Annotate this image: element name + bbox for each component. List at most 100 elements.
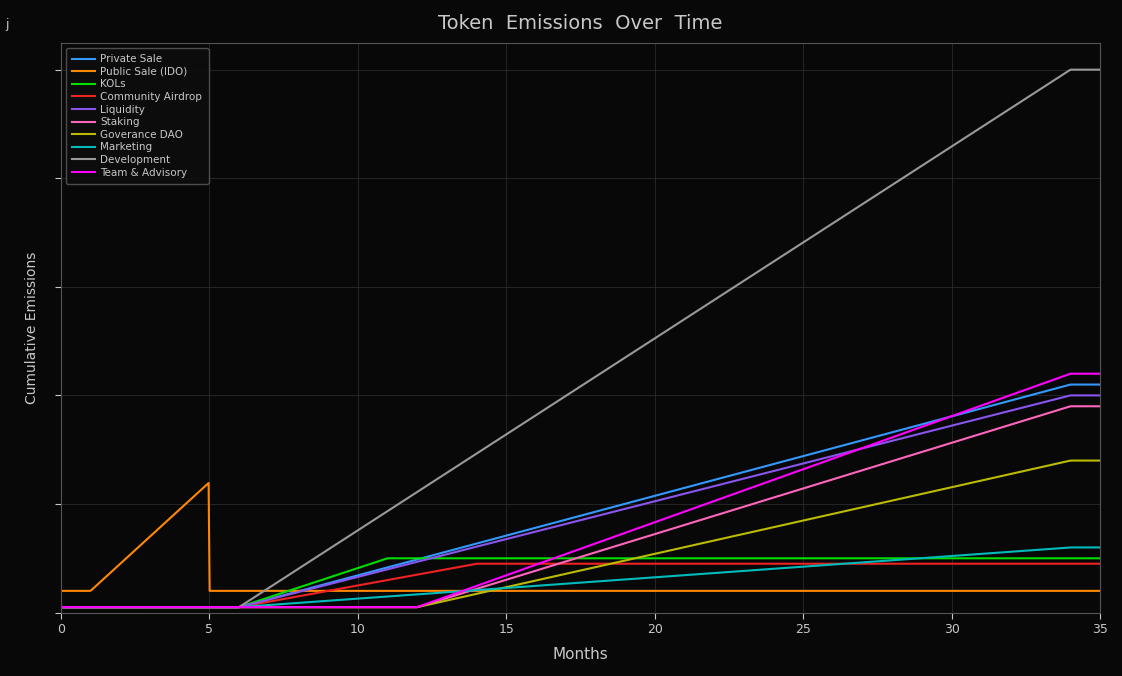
Public Sale (IDO) (865, 587, 879, 595)
Public Sale (IDO) (513, 587, 526, 595)
KOLs (54, 603, 67, 611)
Staking (883, 458, 896, 466)
Goverance DAO (54, 603, 67, 611)
Line: Public Sale (IDO): Public Sale (IDO) (61, 483, 1101, 591)
Public Sale (IDO) (160, 517, 174, 525)
Marketing (1094, 544, 1107, 552)
Line: Development: Development (61, 70, 1101, 607)
Staking (865, 464, 879, 472)
Community Airdrop (476, 560, 489, 568)
Development (512, 422, 525, 431)
Community Airdrop (160, 603, 174, 611)
Goverance DAO (1065, 456, 1078, 464)
KOLs (160, 603, 174, 611)
KOLs (769, 554, 782, 562)
Community Airdrop (1094, 560, 1107, 568)
Liquidity (767, 466, 781, 475)
Marketing (1065, 544, 1078, 552)
Private Sale (1065, 381, 1078, 389)
Marketing (475, 585, 488, 594)
Public Sale (IDO) (202, 479, 215, 487)
X-axis label: Months: Months (553, 647, 608, 662)
Line: Private Sale: Private Sale (61, 385, 1101, 607)
Development (54, 603, 67, 611)
Y-axis label: Cumulative Emissions: Cumulative Emissions (26, 251, 39, 404)
Line: Staking: Staking (61, 406, 1101, 607)
KOLs (513, 554, 526, 562)
Private Sale (865, 434, 879, 442)
Liquidity (160, 603, 174, 611)
Team & Advisory (1094, 370, 1107, 378)
Marketing (54, 603, 67, 611)
Line: Community Airdrop: Community Airdrop (61, 564, 1101, 607)
Community Airdrop (470, 560, 484, 568)
Line: Liquidity: Liquidity (61, 395, 1101, 607)
Goverance DAO (475, 589, 488, 597)
Private Sale (54, 603, 67, 611)
Goverance DAO (1094, 456, 1107, 464)
Staking (512, 572, 525, 580)
Team & Advisory (767, 475, 781, 483)
Marketing (883, 556, 896, 564)
Community Airdrop (54, 603, 67, 611)
Team & Advisory (54, 603, 67, 611)
Marketing (767, 564, 781, 573)
Team & Advisory (475, 580, 488, 588)
Team & Advisory (160, 603, 174, 611)
Staking (475, 583, 488, 592)
Staking (767, 493, 781, 502)
Legend: Private Sale, Public Sale (IDO), KOLs, Community Airdrop, Liquidity, Staking, Go: Private Sale, Public Sale (IDO), KOLs, C… (66, 48, 209, 184)
Title: Token  Emissions  Over  Time: Token Emissions Over Time (439, 14, 723, 33)
Public Sale (IDO) (884, 587, 898, 595)
KOLs (865, 554, 879, 562)
Public Sale (IDO) (769, 587, 782, 595)
Private Sale (883, 429, 896, 437)
Marketing (160, 603, 174, 611)
Line: Team & Advisory: Team & Advisory (61, 374, 1101, 607)
Liquidity (1094, 391, 1107, 400)
Private Sale (767, 460, 781, 468)
Team & Advisory (883, 434, 896, 442)
Goverance DAO (883, 497, 896, 505)
Development (1065, 66, 1078, 74)
Private Sale (160, 603, 174, 611)
Text: j: j (6, 18, 9, 31)
Liquidity (54, 603, 67, 611)
KOLs (884, 554, 898, 562)
Line: Marketing: Marketing (61, 548, 1101, 607)
Community Airdrop (513, 560, 526, 568)
Liquidity (1065, 391, 1078, 400)
Public Sale (IDO) (1094, 587, 1107, 595)
Liquidity (475, 541, 488, 550)
Development (865, 195, 879, 203)
Development (160, 603, 174, 611)
Private Sale (1094, 381, 1107, 389)
Team & Advisory (865, 441, 879, 449)
Goverance DAO (512, 580, 525, 588)
Staking (1065, 402, 1078, 410)
Public Sale (IDO) (54, 587, 67, 595)
Development (1094, 66, 1107, 74)
Goverance DAO (767, 523, 781, 531)
KOLs (380, 554, 394, 562)
Development (883, 183, 896, 191)
Development (475, 447, 488, 455)
Staking (160, 603, 174, 611)
Public Sale (IDO) (476, 587, 489, 595)
Staking (54, 603, 67, 611)
Community Airdrop (884, 560, 898, 568)
KOLs (1094, 554, 1107, 562)
Team & Advisory (512, 567, 525, 575)
Marketing (512, 583, 525, 591)
Team & Advisory (1065, 370, 1078, 378)
KOLs (476, 554, 489, 562)
Goverance DAO (865, 501, 879, 509)
Line: Goverance DAO: Goverance DAO (61, 460, 1101, 607)
Development (767, 257, 781, 265)
Liquidity (512, 532, 525, 540)
Liquidity (865, 442, 879, 450)
Marketing (865, 558, 879, 566)
Private Sale (475, 538, 488, 546)
Line: KOLs: KOLs (61, 558, 1101, 607)
Private Sale (512, 528, 525, 536)
